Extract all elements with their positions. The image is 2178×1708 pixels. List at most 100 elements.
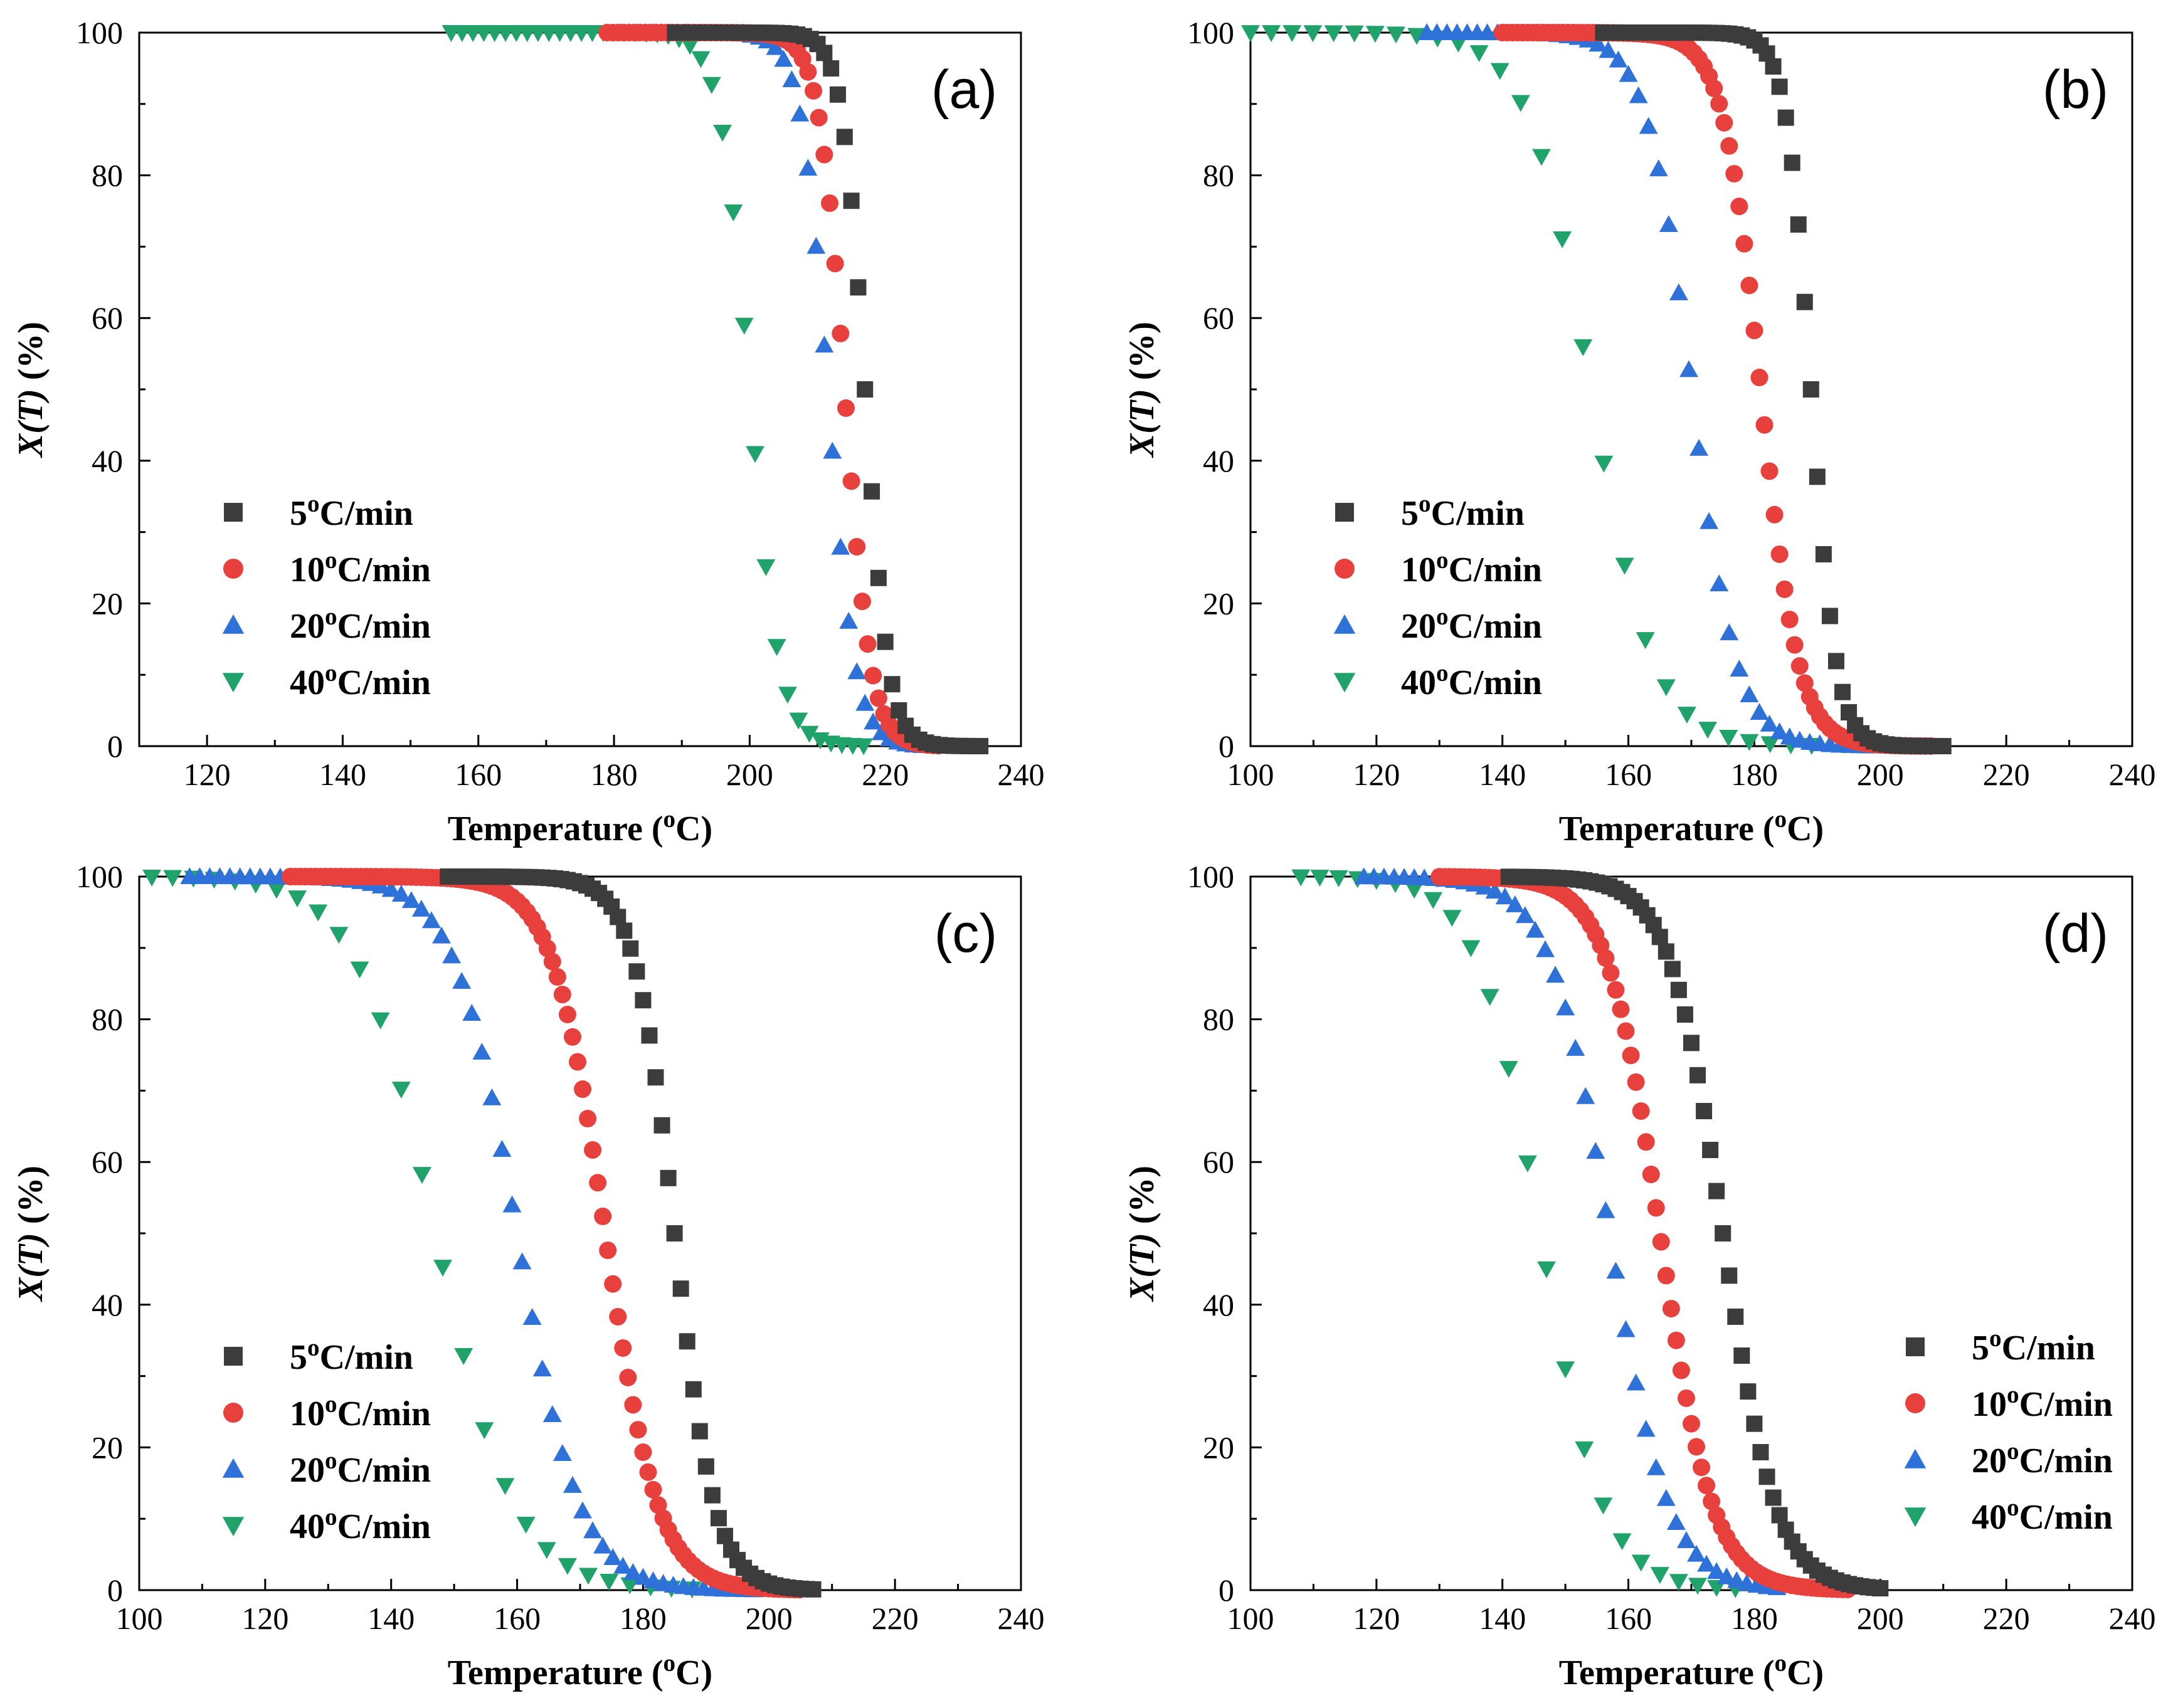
- legend-marker: [1333, 673, 1356, 693]
- data-point: [1537, 1261, 1556, 1278]
- data-point: [442, 946, 462, 964]
- data-point: [815, 145, 833, 164]
- x-tick-label: 200: [1857, 757, 1904, 792]
- y-tick-label: 40: [92, 1287, 123, 1322]
- y-tick-label: 20: [92, 586, 123, 621]
- data-point: [1407, 28, 1427, 45]
- data-point: [472, 1043, 492, 1060]
- data-point: [599, 1241, 617, 1260]
- data-point: [1596, 1201, 1615, 1218]
- data-point: [1770, 722, 1789, 740]
- data-point: [1760, 714, 1779, 732]
- y-tick-label: 20: [1203, 586, 1234, 621]
- legend-label: 10oC/min: [1972, 1381, 2113, 1425]
- data-point: [1442, 910, 1462, 927]
- data-point: [1651, 929, 1668, 946]
- x-tick-label: 140: [1479, 1601, 1526, 1636]
- data-point: [1708, 1183, 1725, 1199]
- data-point: [589, 1174, 607, 1192]
- data-point: [782, 70, 801, 88]
- series-layer: [142, 867, 822, 1599]
- data-point: [870, 569, 887, 586]
- data-point: [613, 1556, 633, 1574]
- data-point: [691, 1423, 708, 1440]
- data-point: [1676, 1006, 1693, 1023]
- data-point: [1670, 981, 1687, 998]
- data-point: [1616, 1320, 1636, 1337]
- data-point: [815, 335, 834, 353]
- legend-label: 5oC/min: [290, 490, 413, 534]
- data-point: [624, 1396, 642, 1414]
- legend-marker: [222, 1458, 245, 1478]
- data-point: [1677, 1389, 1695, 1407]
- x-tick-label: 180: [620, 1601, 667, 1636]
- data-point: [1770, 545, 1789, 563]
- series-40c-per-min: [1291, 869, 1745, 1598]
- data-point: [1777, 109, 1794, 126]
- data-point: [1821, 608, 1838, 625]
- x-tick-label: 240: [998, 1601, 1045, 1636]
- data-point: [1677, 1531, 1696, 1548]
- x-tick-label: 220: [862, 757, 909, 792]
- data-point: [680, 38, 700, 55]
- data-point: [647, 1069, 664, 1086]
- data-point: [805, 82, 823, 100]
- data-point: [462, 1004, 482, 1021]
- data-point: [1715, 113, 1733, 132]
- data-point: [1827, 653, 1844, 670]
- x-tick-label: 180: [591, 757, 638, 792]
- x-tick-label: 160: [1605, 1601, 1652, 1636]
- data-point: [1532, 149, 1551, 166]
- data-point: [391, 885, 411, 902]
- data-point: [837, 399, 855, 417]
- x-axis-title: Temperature (oC): [1559, 1650, 1824, 1693]
- data-point: [1802, 381, 1819, 398]
- data-point: [619, 1368, 637, 1386]
- data-point: [584, 1141, 602, 1159]
- data-point: [522, 1308, 542, 1325]
- data-point: [1345, 25, 1364, 43]
- data-point: [267, 882, 286, 899]
- data-point: [532, 1359, 552, 1377]
- data-point: [1689, 439, 1709, 456]
- series-5c-per-min: [1595, 24, 1952, 754]
- y-tick-label: 20: [92, 1430, 123, 1465]
- data-point: [869, 689, 887, 707]
- data-point: [371, 1012, 390, 1030]
- data-point: [1525, 920, 1545, 938]
- data-point: [1696, 1103, 1713, 1120]
- data-point: [826, 255, 844, 273]
- data-point: [553, 986, 571, 1004]
- data-point: [1760, 736, 1780, 754]
- data-point: [1669, 1574, 1688, 1591]
- legend-label: 5oC/min: [1972, 1325, 2095, 1368]
- data-point: [1750, 369, 1768, 387]
- data-point: [548, 968, 566, 986]
- x-tick-label: 120: [184, 757, 231, 792]
- data-point: [1291, 869, 1311, 887]
- data-point: [1815, 546, 1832, 562]
- data-point: [568, 1053, 586, 1071]
- data-point: [579, 1110, 597, 1128]
- data-point: [1809, 468, 1826, 485]
- legend-marker: [1335, 503, 1354, 522]
- x-tick-label: 120: [241, 1601, 288, 1636]
- data-point: [1730, 198, 1748, 216]
- x-tick-label: 140: [367, 1601, 415, 1636]
- data-point: [563, 1476, 582, 1493]
- x-tick-label: 180: [1731, 1601, 1778, 1636]
- data-point: [1703, 1492, 1721, 1510]
- y-tick-label: 0: [1219, 729, 1234, 764]
- data-point: [710, 1510, 727, 1527]
- data-point: [309, 904, 328, 922]
- x-tick-label: 180: [1731, 757, 1778, 792]
- data-point: [691, 51, 711, 68]
- data-point: [1720, 137, 1738, 155]
- data-point: [552, 1444, 572, 1461]
- y-tick-label: 60: [1203, 1144, 1234, 1179]
- data-point: [1626, 1373, 1646, 1391]
- data-point: [475, 1422, 494, 1440]
- series-layer: [1241, 23, 1952, 755]
- data-point: [1622, 1046, 1640, 1065]
